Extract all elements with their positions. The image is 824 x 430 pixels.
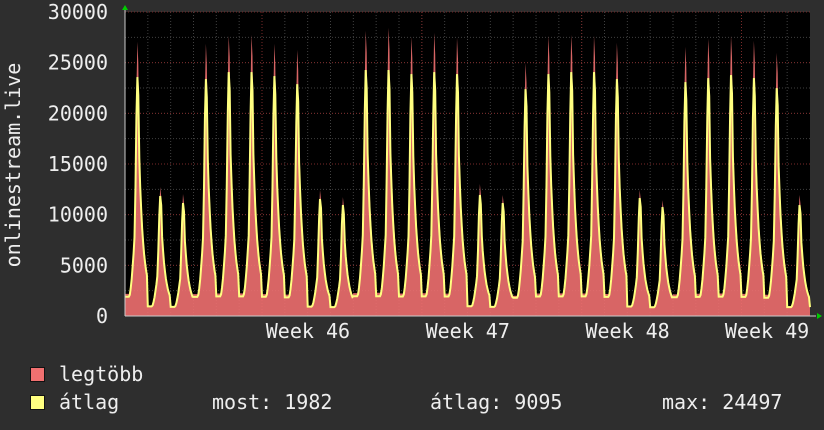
chart-series <box>125 27 811 316</box>
legend-label: legtöbb <box>59 362 144 386</box>
series-line-atlag <box>125 69 811 309</box>
grid <box>125 11 810 317</box>
y-tick-label: 30000 <box>48 0 108 24</box>
legend-item-legtobb: legtöbb <box>30 362 143 386</box>
y-tick-label: 15000 <box>48 152 108 176</box>
x-tick-label: Week 48 <box>585 319 669 343</box>
x-tick-label: Week 47 <box>426 319 510 343</box>
stat-max: max: 24497 <box>662 390 783 414</box>
y-axis-arrow <box>122 5 128 10</box>
stat-average: átlag: 9095 <box>430 390 563 414</box>
x-axis-ticks: Week 46 Week 47 Week 48 Week 49 <box>266 319 809 343</box>
axes <box>122 5 822 319</box>
y-tick-label: 20000 <box>48 101 108 125</box>
y-tick-label: 0 <box>96 304 108 328</box>
x-tick-label: Week 46 <box>266 319 350 343</box>
y-axis-ticks: 0 5000 10000 15000 20000 25000 30000 <box>48 0 108 328</box>
y-axis-label: onlinestream.live <box>1 63 25 268</box>
x-tick-label: Week 49 <box>725 319 809 343</box>
legend-label: átlag <box>59 390 120 414</box>
legend-swatch <box>30 394 45 410</box>
legend-swatch <box>30 366 45 382</box>
x-axis-arrow <box>817 313 822 319</box>
y-tick-label: 25000 <box>48 51 108 75</box>
y-tick-label: 10000 <box>48 203 108 227</box>
stat-current: most: 1982 <box>212 390 333 414</box>
y-tick-label: 5000 <box>60 253 108 277</box>
legend-item-atlag: átlag <box>30 390 119 414</box>
